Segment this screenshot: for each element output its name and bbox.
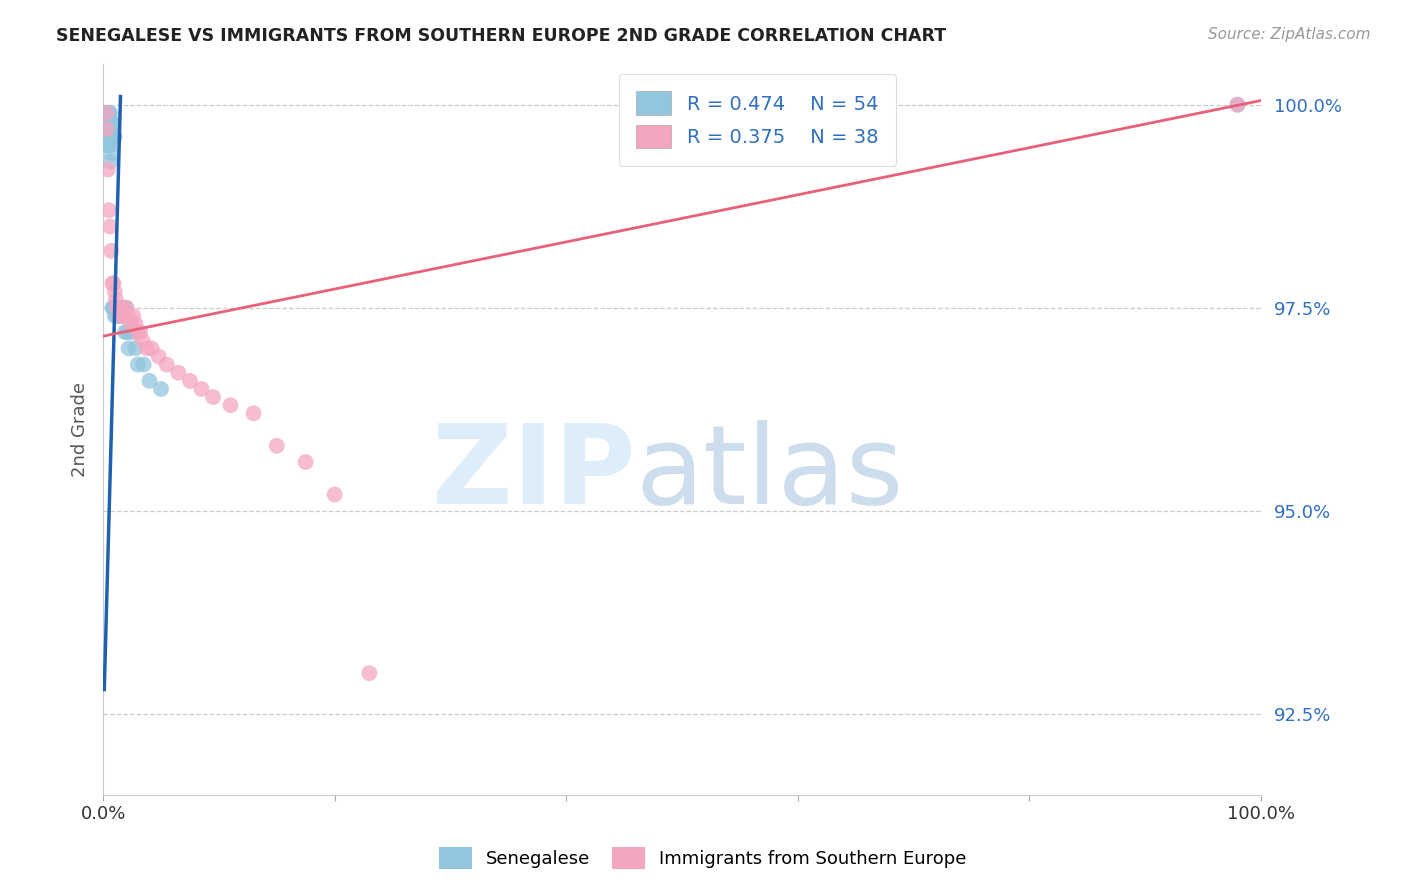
Point <box>97 122 120 136</box>
Point <box>103 277 125 291</box>
Point <box>179 374 201 388</box>
Point <box>100 130 122 145</box>
Point <box>121 325 143 339</box>
Point <box>97 114 120 128</box>
Point <box>97 114 120 128</box>
Point <box>122 309 145 323</box>
Point <box>97 130 120 145</box>
Point <box>107 301 129 315</box>
Point <box>100 114 122 128</box>
Point <box>97 203 120 218</box>
Point <box>115 301 138 315</box>
Point <box>105 309 128 323</box>
Legend: Senegalese, Immigrants from Southern Europe: Senegalese, Immigrants from Southern Eur… <box>430 838 976 879</box>
Point <box>105 301 128 315</box>
Point <box>96 130 118 145</box>
Point <box>98 138 121 153</box>
Point <box>112 309 135 323</box>
Point <box>104 293 127 307</box>
Point <box>94 105 117 120</box>
Point <box>127 325 149 339</box>
Text: atlas: atlas <box>636 420 904 527</box>
Point <box>104 301 127 315</box>
Point <box>190 382 212 396</box>
Point <box>132 358 155 372</box>
Point <box>96 114 118 128</box>
Point <box>294 455 316 469</box>
Point <box>100 146 122 161</box>
Point <box>107 301 129 315</box>
Point <box>98 154 121 169</box>
Point <box>101 277 124 291</box>
Point <box>202 390 225 404</box>
Point <box>110 301 132 315</box>
Point <box>100 122 122 136</box>
Point <box>117 342 139 356</box>
Point <box>97 138 120 153</box>
Point <box>117 325 139 339</box>
Point <box>266 439 288 453</box>
Point <box>98 114 121 128</box>
Point <box>104 301 127 315</box>
Point <box>120 317 142 331</box>
Legend: R = 0.474    N = 54, R = 0.375    N = 38: R = 0.474 N = 54, R = 0.375 N = 38 <box>619 74 896 166</box>
Point <box>97 122 120 136</box>
Point <box>97 162 120 177</box>
Point <box>101 122 124 136</box>
Point <box>104 285 127 299</box>
Point <box>136 342 159 356</box>
Text: SENEGALESE VS IMMIGRANTS FROM SOUTHERN EUROPE 2ND GRADE CORRELATION CHART: SENEGALESE VS IMMIGRANTS FROM SOUTHERN E… <box>56 27 946 45</box>
Point <box>98 105 121 120</box>
Point <box>242 406 264 420</box>
Point <box>115 301 138 315</box>
Point <box>167 366 190 380</box>
Point <box>101 301 124 315</box>
Point <box>129 325 152 339</box>
Point <box>124 317 146 331</box>
Text: Source: ZipAtlas.com: Source: ZipAtlas.com <box>1208 27 1371 42</box>
Point <box>114 325 136 339</box>
Point <box>150 382 173 396</box>
Point <box>103 130 125 145</box>
Point <box>103 301 125 315</box>
Point <box>131 333 153 347</box>
Point <box>98 130 121 145</box>
Point <box>101 130 124 145</box>
Point <box>148 350 170 364</box>
Point <box>98 219 121 234</box>
Point <box>104 130 127 145</box>
Point <box>97 105 120 120</box>
Point <box>108 309 131 323</box>
Point <box>94 114 117 128</box>
Point <box>1226 97 1249 112</box>
Point <box>112 309 135 323</box>
Point <box>96 122 118 136</box>
Point <box>105 301 128 315</box>
Point <box>141 342 163 356</box>
Point <box>97 105 120 120</box>
Point <box>1226 97 1249 112</box>
Point <box>108 309 131 323</box>
Y-axis label: 2nd Grade: 2nd Grade <box>72 382 89 477</box>
Point <box>117 309 139 323</box>
Point <box>96 105 118 120</box>
Point <box>359 666 381 681</box>
Point <box>104 309 127 323</box>
Point <box>97 138 120 153</box>
Point <box>100 244 122 258</box>
Point <box>98 122 121 136</box>
Text: ZIP: ZIP <box>432 420 636 527</box>
Point <box>138 374 160 388</box>
Point <box>124 342 146 356</box>
Point <box>156 358 179 372</box>
Point <box>127 358 149 372</box>
Point <box>219 398 242 412</box>
Point <box>111 301 134 315</box>
Point <box>96 105 118 120</box>
Point <box>111 309 134 323</box>
Point <box>111 301 134 315</box>
Point <box>323 487 346 501</box>
Point <box>96 122 118 136</box>
Point <box>97 130 120 145</box>
